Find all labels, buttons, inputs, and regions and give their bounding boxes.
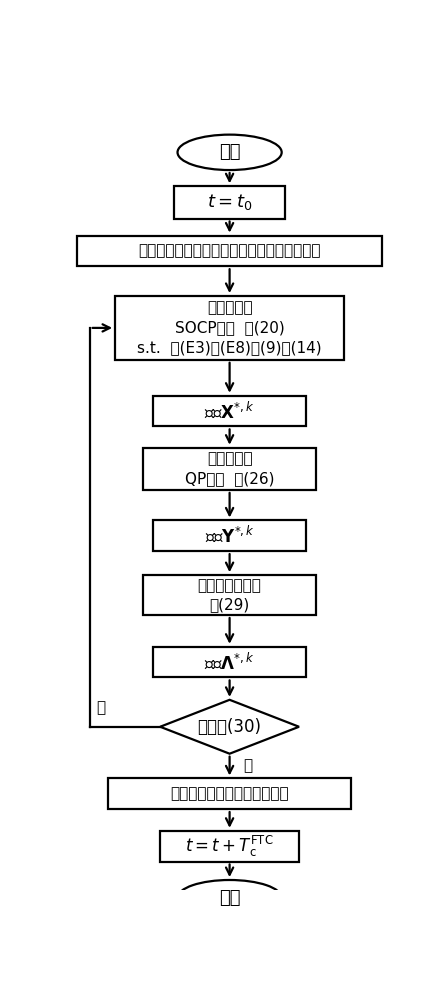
Bar [77, 235, 382, 266]
Bar [153, 647, 306, 677]
Bar [143, 448, 316, 490]
Polygon shape [160, 700, 299, 754]
Text: 更新系统状态和预测域内分布式电源预测信息: 更新系统状态和预测域内分布式电源预测信息 [138, 243, 321, 258]
Text: 结束: 结束 [219, 889, 240, 907]
Bar [143, 575, 316, 615]
Text: 满足式(30): 满足式(30) [198, 718, 262, 736]
Text: 更新$\mathbf{\Lambda}^{*,k}$: 更新$\mathbf{\Lambda}^{*,k}$ [204, 652, 255, 672]
Bar [153, 520, 306, 551]
Text: 更新$\mathbf{Y}^{*,k}$: 更新$\mathbf{Y}^{*,k}$ [205, 526, 254, 546]
Bar [108, 778, 351, 809]
Bar [115, 296, 344, 360]
Text: 更新$\mathbf{X}^{*,k}$: 更新$\mathbf{X}^{*,k}$ [204, 401, 255, 421]
Text: $t = t + T_\mathrm{c}^\mathrm{FTC}$: $t = t + T_\mathrm{c}^\mathrm{FTC}$ [185, 834, 274, 859]
Ellipse shape [177, 880, 282, 915]
Text: 是: 是 [244, 759, 253, 774]
Text: $t = t_0$: $t = t_0$ [207, 192, 252, 212]
Text: 更新对偶变量：
式(29): 更新对偶变量： 式(29) [198, 578, 262, 612]
Bar [174, 186, 285, 219]
Text: 否: 否 [97, 700, 106, 715]
Bar [153, 396, 306, 426]
Text: 子问题二：
QP问题  式(26): 子问题二： QP问题 式(26) [185, 451, 274, 486]
Text: 子问题一：
SOCP问题  式(20)
s.t.  式(E3)－(E8)、(9)－(14): 子问题一： SOCP问题 式(20) s.t. 式(E3)－(E8)、(9)－(… [137, 301, 322, 355]
Text: 执行控制序列中的第一个序列: 执行控制序列中的第一个序列 [170, 786, 289, 801]
Text: 开始: 开始 [219, 143, 240, 161]
Ellipse shape [177, 135, 282, 170]
Bar [160, 831, 299, 862]
